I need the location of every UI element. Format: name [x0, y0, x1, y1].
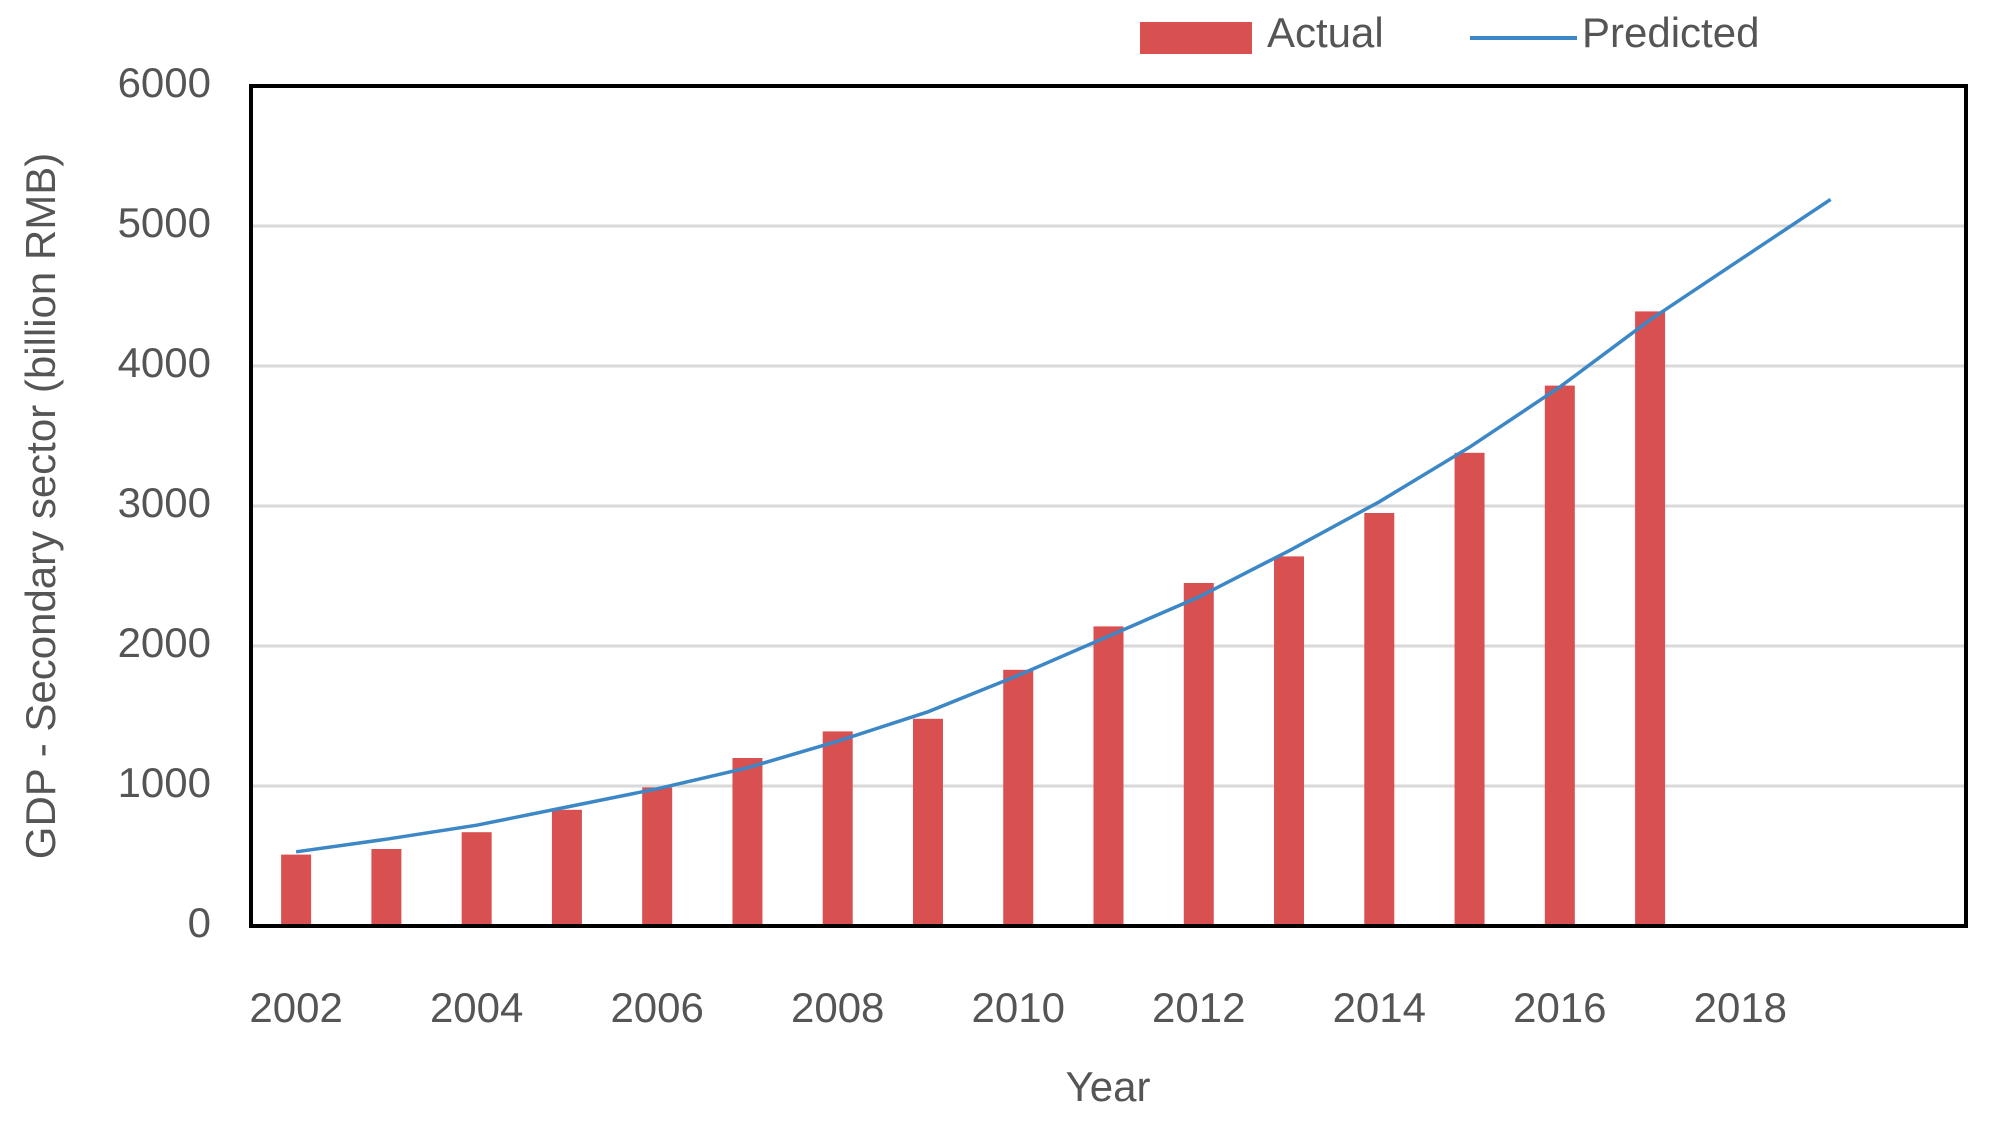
x-tick-label: 2012 — [1152, 984, 1245, 1031]
y-tick-label: 2000 — [118, 619, 211, 666]
y-tick-label: 1000 — [118, 759, 211, 806]
bar — [642, 787, 673, 926]
legend-label: Actual — [1267, 9, 1384, 56]
legend-swatch — [1140, 22, 1252, 54]
bar — [1093, 626, 1124, 926]
line — [295, 197, 1832, 854]
x-tick-label: 2002 — [249, 984, 342, 1031]
x-tick-label: 2004 — [430, 984, 523, 1031]
y-axis-title: GDP - Secondary sector (billion RMB) — [17, 153, 64, 859]
bar — [281, 854, 312, 926]
bar — [1635, 311, 1666, 926]
x-tick-label: 2006 — [610, 984, 703, 1031]
x-tick-label: 2016 — [1513, 984, 1606, 1031]
x-axis-title: Year — [1066, 1063, 1151, 1110]
bar — [1274, 556, 1305, 926]
x-tick-label: 2010 — [972, 984, 1065, 1031]
bar — [371, 849, 402, 926]
bar — [1364, 513, 1395, 926]
bar — [1003, 669, 1034, 926]
x-tick-label: 2014 — [1333, 984, 1426, 1031]
x-tick-label: 2008 — [791, 984, 884, 1031]
y-tick-label: 0 — [188, 899, 211, 946]
bar — [1183, 583, 1214, 926]
y-tick-label: 3000 — [118, 479, 211, 526]
bar — [822, 731, 853, 926]
legend-label: Predicted — [1582, 9, 1759, 56]
y-tick-label: 6000 — [118, 59, 211, 106]
bar — [551, 809, 582, 926]
bar — [461, 832, 492, 926]
bar — [1544, 385, 1575, 927]
bar — [1454, 452, 1485, 926]
bar — [732, 758, 763, 926]
plot-border — [249, 84, 1968, 928]
x-tick-label: 2018 — [1694, 984, 1787, 1031]
y-tick-label: 4000 — [118, 339, 211, 386]
y-tick-label: 5000 — [118, 199, 211, 246]
bar — [912, 718, 943, 926]
